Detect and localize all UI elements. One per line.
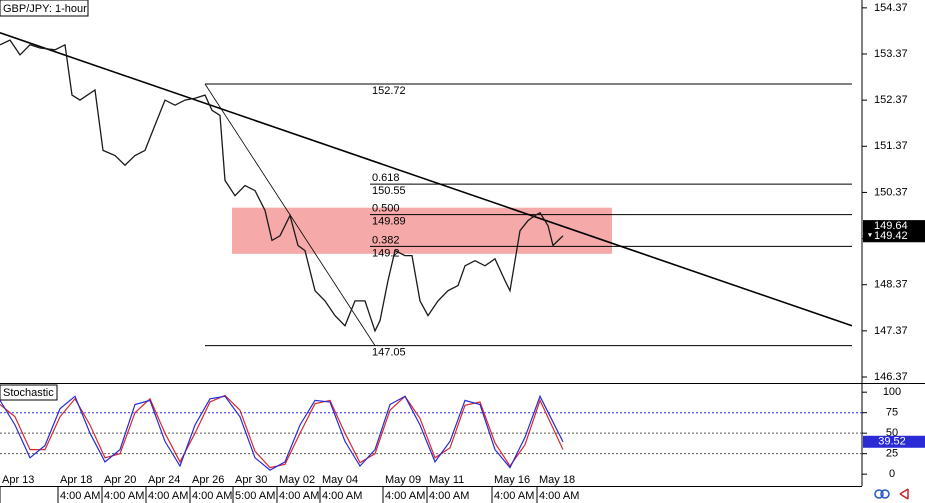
- title-box: [0, 0, 89, 17]
- x-tick-label: Apr 26: [192, 474, 224, 486]
- x-time-label: 4:00 AM: [322, 490, 362, 502]
- x-time-label: 4:00 AM: [104, 490, 144, 502]
- price-label: 149.42: [874, 230, 908, 242]
- exit-icon[interactable]: [899, 488, 909, 500]
- x-tick-label: Apr 18: [60, 474, 92, 486]
- x-time-label: 4:00 AM: [429, 490, 469, 502]
- level-label: 147.05: [372, 347, 406, 359]
- x-tick-label: May 11: [429, 474, 464, 486]
- x-tick-label: May 04: [322, 474, 358, 486]
- stoch-label: 39.52: [878, 436, 906, 448]
- link-icon[interactable]: [874, 489, 884, 499]
- chart-title: GBP/JPY: 1-hour: [3, 3, 87, 15]
- x-tick-label: May 18: [539, 474, 575, 486]
- y-tick-label: 150.37: [874, 186, 908, 198]
- price-label: 149.64: [874, 220, 908, 232]
- fib-price: 149.2: [372, 247, 400, 259]
- price-label-bg: [863, 230, 925, 243]
- y-tick-label: 147.37: [874, 325, 908, 337]
- x-tick-label: Apr 20: [104, 474, 136, 486]
- fib-ratio: 0.500: [372, 202, 400, 214]
- x-tick-label: May 09: [385, 474, 421, 486]
- stoch-title: Stochastic: [3, 387, 54, 399]
- y-tick-label: 148.37: [874, 279, 908, 291]
- y-tick-label: 154.37: [874, 2, 908, 14]
- y-tick-label: 100: [883, 386, 901, 398]
- y-tick-label: 146.37: [874, 371, 908, 383]
- x-tick-label: May 02: [279, 474, 315, 486]
- y-tick-label: 75: [886, 407, 898, 419]
- x-time-label: 4:00 AM: [192, 490, 232, 502]
- x-time-label: 4:00 AM: [385, 490, 425, 502]
- x-tick-label: Apr 24: [148, 474, 180, 486]
- price-marker: [868, 233, 872, 238]
- toolbar-icons[interactable]: [874, 488, 909, 500]
- x-time-label: 4:00 AM: [279, 490, 319, 502]
- stoch-label-bg: [863, 435, 925, 448]
- x-tick-label: May 16: [494, 474, 530, 486]
- price-label-bg: [863, 220, 925, 233]
- y-tick-label: 152.37: [874, 94, 908, 106]
- fib-ratio: 0.618: [372, 172, 400, 184]
- y-tick-label: 0: [889, 468, 895, 480]
- x-time-label: 5:00 AM: [235, 490, 275, 502]
- link-icon[interactable]: [880, 489, 890, 499]
- stochastic-line: [0, 394, 564, 471]
- price-line: [0, 39, 564, 333]
- trendline: [0, 32, 853, 327]
- fib-ratio: 0.382: [372, 234, 400, 246]
- x-time-label: 4:00 AM: [539, 490, 579, 502]
- x-tick-label: Apr 30: [235, 474, 267, 486]
- x-time-label: 4:00 AM: [148, 490, 188, 502]
- x-time-label: 4:00 AM: [494, 490, 534, 502]
- x-tick-label: Apr 13: [2, 474, 34, 486]
- y-tick-label: 153.37: [874, 48, 908, 60]
- y-tick-label: 151.37: [874, 140, 908, 152]
- fib-price: 149.89: [372, 215, 406, 227]
- fib-price: 150.55: [372, 185, 406, 197]
- level-label: 152.72: [372, 85, 406, 97]
- y-tick-label: 25: [886, 448, 898, 460]
- x-time-label: 4:00 AM: [60, 490, 100, 502]
- stoch-title-box: [0, 384, 58, 401]
